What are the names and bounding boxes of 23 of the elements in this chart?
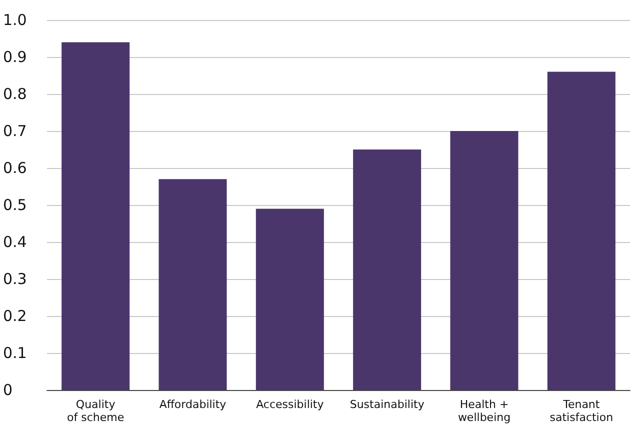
y-tick-label: 0.1 (3, 344, 27, 362)
y-tick-label: 0.8 (3, 85, 27, 103)
bar (158, 179, 227, 390)
y-tick-label: 0.2 (3, 307, 27, 325)
bar (256, 208, 324, 390)
bar (547, 72, 616, 390)
x-tick-label: Quality of scheme (67, 398, 124, 424)
x-tick-label: Affordability (159, 398, 227, 411)
bar (353, 150, 422, 390)
y-tick-label: 1.0 (3, 11, 27, 29)
bar (62, 42, 130, 390)
y-tick-label: 0.9 (3, 48, 27, 66)
y-tick-label: 0.5 (3, 196, 27, 214)
y-tick-label: 0.6 (3, 159, 27, 177)
x-tick-label: Tenant satisfaction (550, 398, 614, 424)
x-tick-label: Health + wellbeing (458, 398, 511, 424)
x-tick-label: Sustainability (350, 398, 425, 411)
bar (450, 131, 518, 390)
y-tick-label: 0.3 (3, 270, 27, 288)
y-tick-label: 0.4 (3, 233, 27, 251)
x-tick-label: Accessibility (256, 398, 324, 411)
y-tick-label: 0 (3, 381, 13, 399)
y-tick-label: 0.7 (3, 122, 27, 140)
